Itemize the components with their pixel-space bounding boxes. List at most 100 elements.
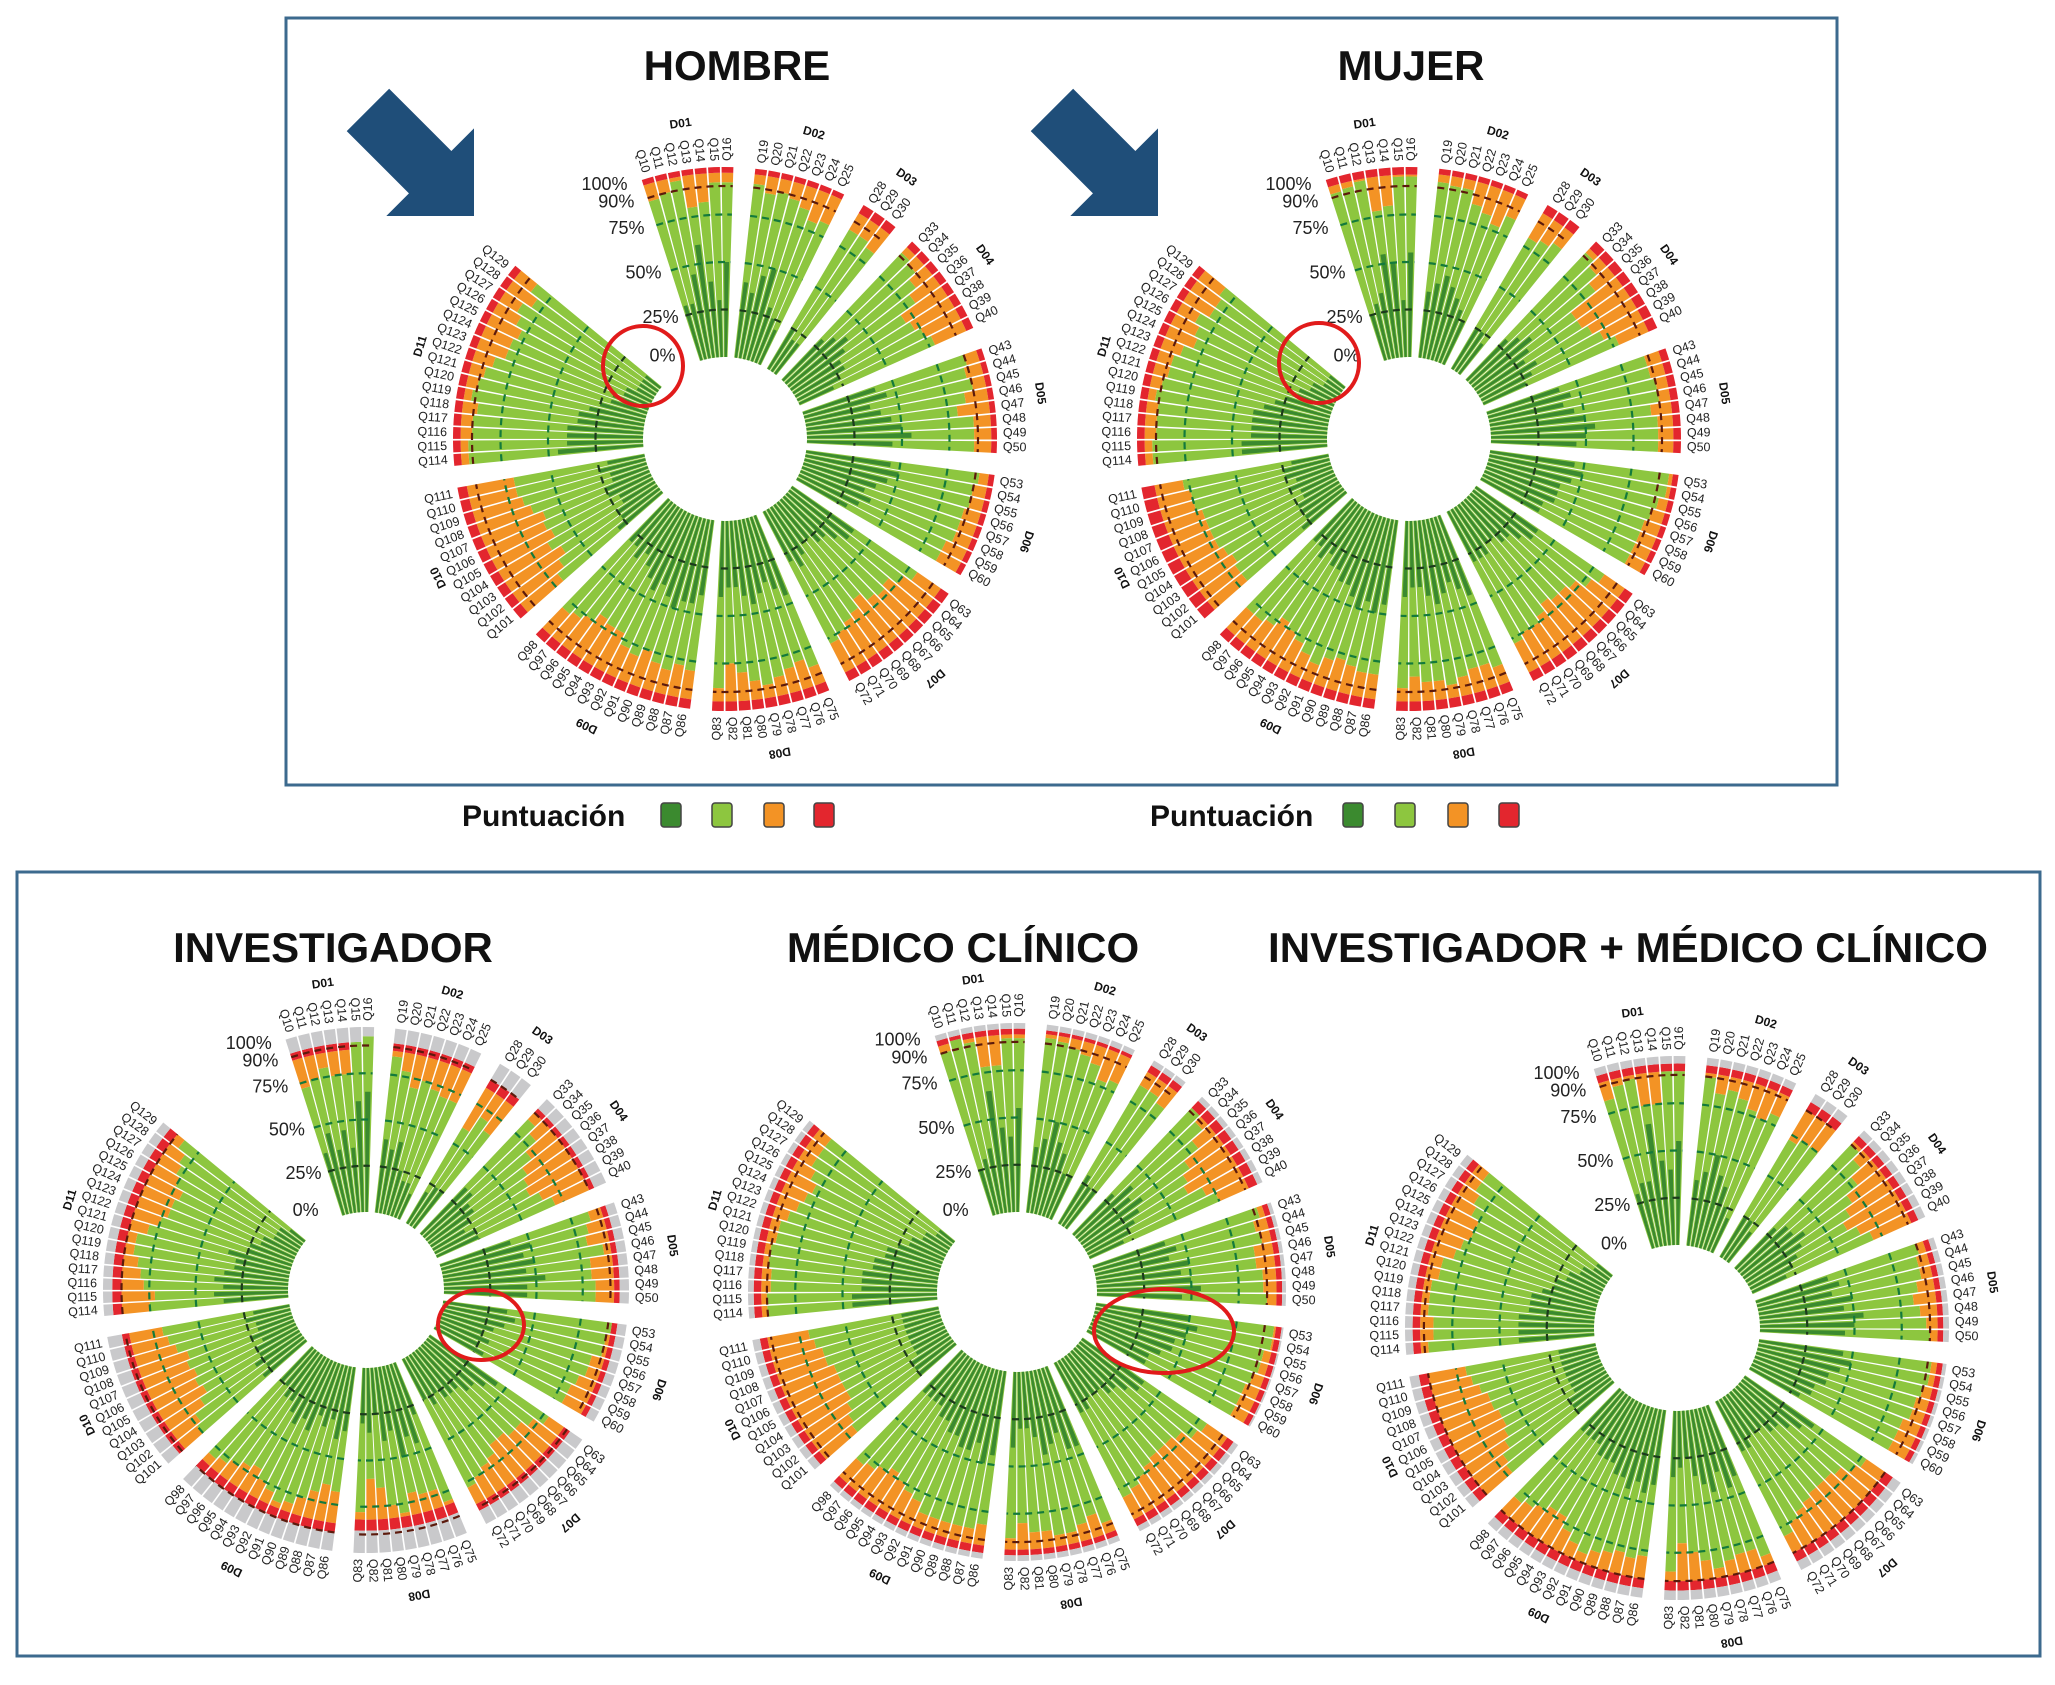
segment-orange	[1688, 1551, 1702, 1581]
segment-dark-green	[1480, 371, 1533, 402]
segment-dark-green	[1251, 425, 1328, 435]
segment-dark-green	[409, 1186, 439, 1227]
segment-gray	[530, 1468, 549, 1488]
question-label: Q11	[648, 145, 667, 170]
bar-Q15	[349, 1027, 365, 1213]
bar-Q30	[1457, 219, 1580, 376]
bar-Q79	[1421, 519, 1462, 708]
bar-Q38	[431, 1149, 595, 1252]
bar-Q45	[1488, 374, 1676, 423]
reference-ring-90	[962, 354, 980, 453]
segment-red	[1017, 1549, 1029, 1556]
segment-orange	[1396, 687, 1408, 702]
segment-orange	[1657, 414, 1674, 428]
segment-orange	[1392, 174, 1405, 178]
segment-dark-green	[611, 466, 649, 482]
bar-Q60	[1479, 476, 1651, 576]
reference-ring-25	[1467, 512, 1517, 556]
segment-dark-green	[415, 1349, 453, 1394]
segment-orange	[1054, 1533, 1067, 1547]
bar-Q43	[802, 348, 986, 416]
segment-dark-green	[567, 440, 644, 446]
bar-Q59	[435, 1322, 605, 1411]
segment-red	[377, 1518, 389, 1531]
segment-gray	[1942, 1330, 1949, 1343]
segment-dark-green	[1488, 402, 1564, 423]
question-label: Q115	[1369, 1328, 1399, 1343]
segment-red	[1191, 265, 1206, 280]
segment-red	[1564, 219, 1580, 235]
bar-Q37	[792, 282, 955, 395]
bar-Q80	[733, 520, 765, 710]
segment-red	[112, 1291, 122, 1303]
segment-dark-green	[1447, 510, 1477, 563]
segment-orange	[1263, 1281, 1277, 1293]
segment-orange	[1289, 650, 1311, 678]
question-label: Q120	[1107, 364, 1140, 384]
segment-orange	[1425, 1266, 1441, 1280]
segment-dark-green	[1263, 404, 1330, 423]
reference-ring-75	[503, 479, 558, 588]
reference-ring-90	[1627, 472, 1661, 567]
segment-red	[469, 335, 481, 349]
question-label: Q117	[68, 1261, 99, 1277]
segment-dark-green	[645, 506, 680, 555]
question-label: Q119	[421, 379, 453, 398]
segment-orange	[1351, 670, 1367, 698]
segment-orange	[505, 546, 566, 592]
domain-D09: Q86Q87Q88Q89Q90Q91Q92Q93Q94Q95Q96Q97Q98D…	[1198, 497, 1399, 738]
segment-red	[856, 660, 872, 675]
legend-swatch	[660, 802, 682, 828]
segment-dark-green	[670, 516, 702, 609]
domain-label: D11	[1094, 333, 1114, 358]
segment-gray	[1660, 1056, 1673, 1065]
segment-gray	[490, 1063, 510, 1086]
reference-ring-75	[1522, 244, 1551, 265]
question-label: Q114	[1102, 453, 1133, 469]
segment-red	[550, 1126, 563, 1139]
segment-dark-green	[607, 473, 652, 497]
segment-red	[933, 271, 947, 286]
reference-ring-25	[428, 1182, 445, 1195]
segment-red	[490, 571, 505, 587]
question-label: Q14	[1376, 138, 1392, 163]
segment-orange	[1728, 1076, 1742, 1093]
segment-red	[1672, 414, 1681, 427]
segment-orange	[461, 401, 479, 415]
segment-dark-green	[1489, 408, 1575, 427]
segment-gray	[1406, 1289, 1416, 1302]
bar-Q29	[1454, 212, 1569, 373]
reference-ring-90	[490, 1078, 520, 1101]
reference-ring-25	[1520, 456, 1539, 505]
bar-Q89	[639, 516, 703, 701]
reference-ring-50	[546, 325, 590, 457]
question-label: Q13	[319, 999, 336, 1024]
bar-Q76	[1433, 516, 1501, 699]
segment-gray	[1677, 1590, 1690, 1600]
segment-red	[1250, 652, 1266, 668]
segment-dark-green	[620, 487, 661, 519]
segment-dark-green	[621, 480, 656, 504]
segment-dark-green	[567, 433, 644, 439]
segment-dark-green	[1284, 462, 1332, 480]
segment-orange	[909, 276, 941, 304]
reference-ring-25	[634, 531, 709, 569]
reference-ring-50	[601, 565, 703, 616]
segment-gray	[613, 1336, 625, 1349]
bar-Q80	[1417, 520, 1449, 710]
segment-orange	[1013, 1034, 1025, 1039]
bar-Q13	[681, 168, 716, 359]
segment-dark-green	[433, 1326, 484, 1356]
segment-light-green	[509, 338, 651, 408]
question-label: Q80	[753, 714, 770, 739]
bar-Q117	[453, 413, 644, 435]
segment-red	[1665, 374, 1676, 388]
segment-dark-green	[802, 387, 876, 415]
question-label: Q118	[1103, 394, 1134, 412]
segment-gray	[591, 1396, 605, 1411]
segment-red	[603, 1217, 613, 1230]
segment-red	[1634, 1065, 1647, 1075]
